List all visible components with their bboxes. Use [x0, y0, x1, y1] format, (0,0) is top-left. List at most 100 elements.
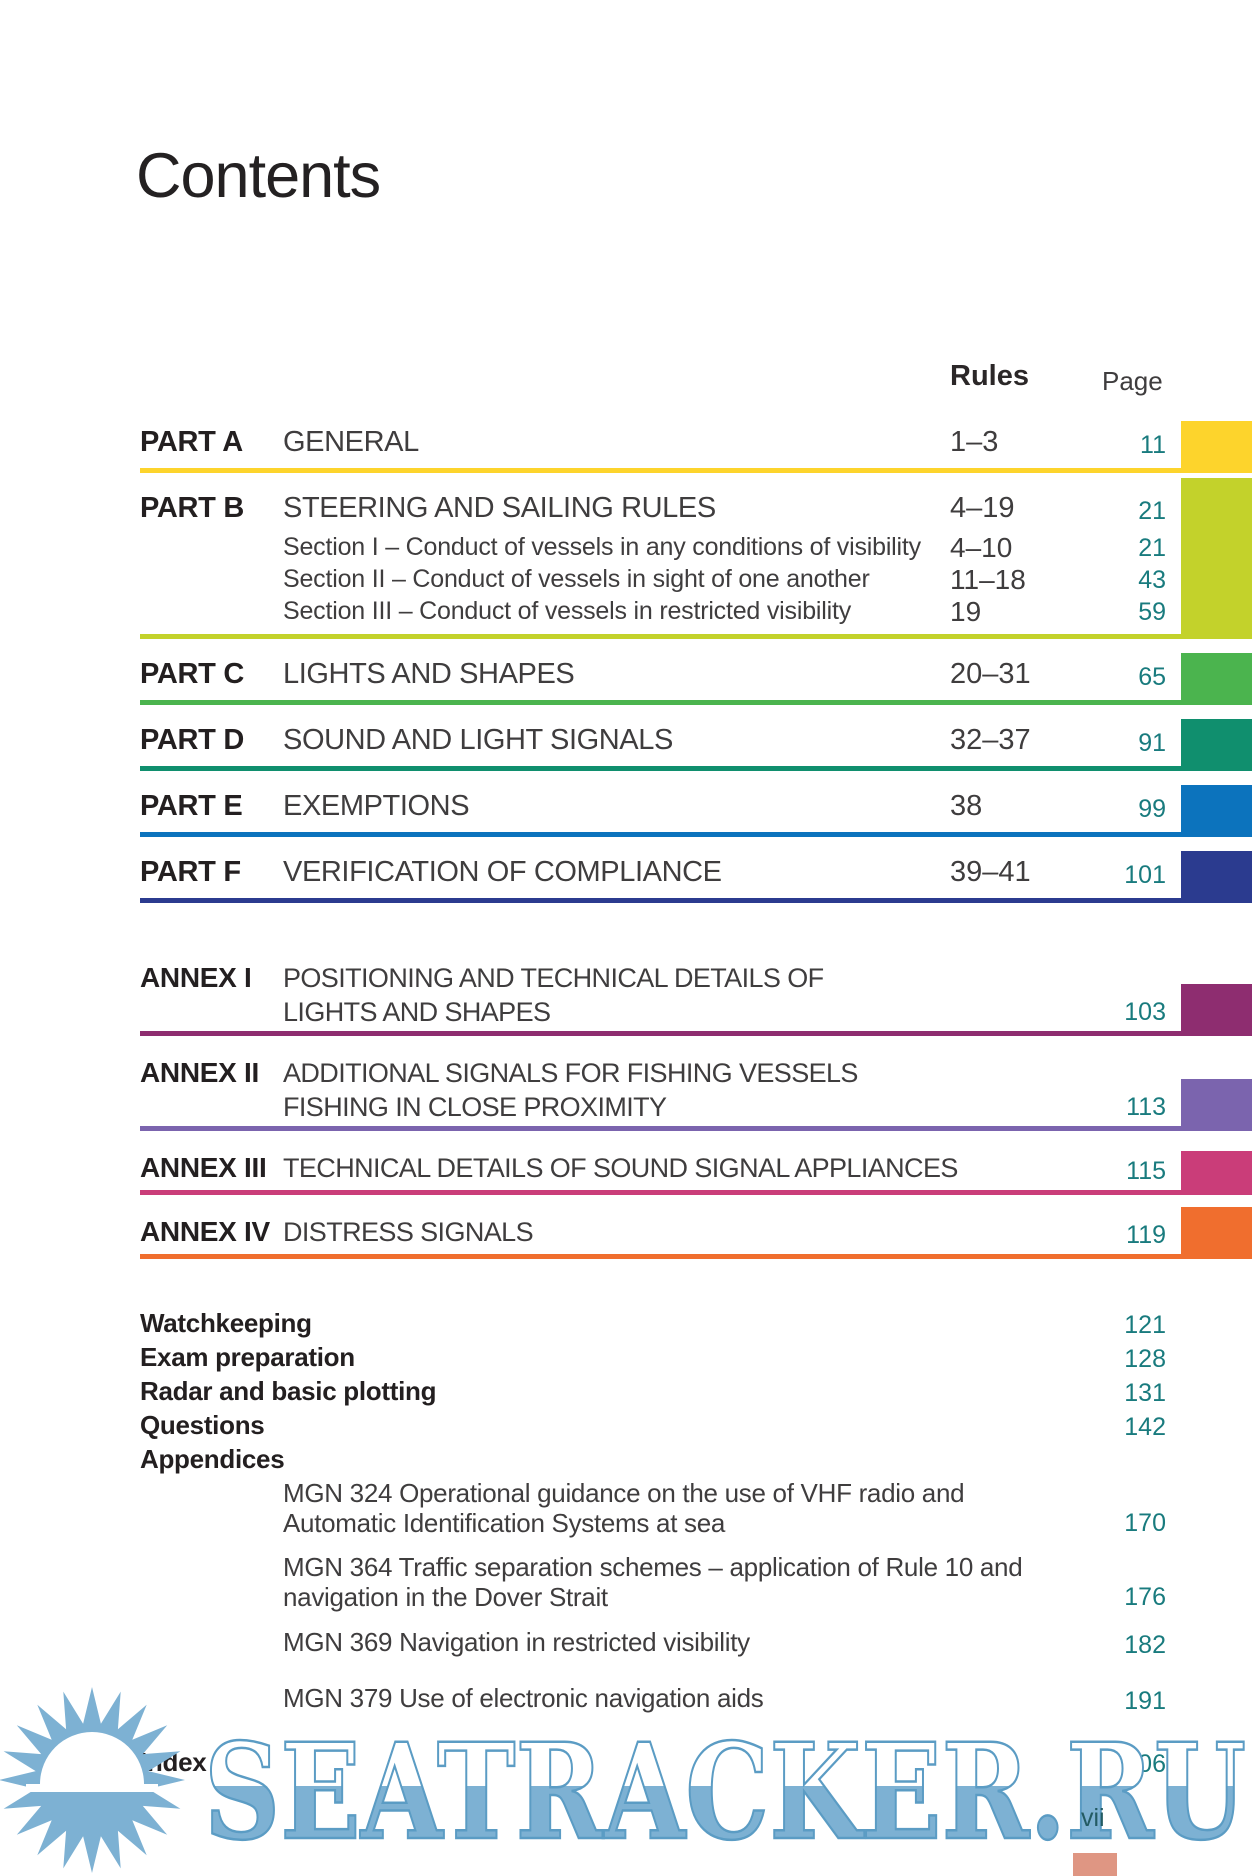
extras-title: Watchkeeping: [140, 1308, 312, 1338]
part-rules: 4–19: [950, 492, 1015, 524]
annex-title-line2: LIGHTS AND SHAPES: [283, 997, 551, 1027]
appendix-page-number: 170: [1124, 1509, 1166, 1537]
index-label: Index: [140, 1747, 207, 1777]
color-tab-part-b: [1181, 478, 1252, 639]
annex-title: DISTRESS SIGNALS: [283, 1217, 534, 1247]
toc-row-annex-2: ANNEX II ADDITIONAL SIGNALS FOR FISHING …: [140, 1050, 1252, 1131]
appendix-title: MGN 364 Traffic separation schemes – app…: [283, 1552, 1070, 1612]
annex-title: POSITIONING AND TECHNICAL DETAILS OF LIG…: [283, 961, 1070, 1029]
part-title: EXEMPTIONS: [283, 790, 470, 822]
section-title: Section I – Conduct of vessels in any co…: [283, 533, 921, 561]
extras-page-number: 131: [1124, 1379, 1166, 1407]
part-b-sections: Section I – Conduct of vessels in any co…: [283, 532, 1252, 628]
extras-title: Appendices: [140, 1444, 285, 1474]
toc-subrow-section-3: Section III – Conduct of vessels in rest…: [283, 596, 1252, 628]
toc-subrow-section-1: Section I – Conduct of vessels in any co…: [283, 532, 1252, 564]
index-page-number: 206: [1124, 1750, 1166, 1778]
part-title: LIGHTS AND SHAPES: [283, 658, 575, 690]
toc-row-part-c: PART C LIGHTS AND SHAPES 20–31 65: [140, 648, 1252, 705]
section-page-number: 43: [1138, 566, 1166, 594]
appendix-page-number: 176: [1124, 1583, 1166, 1611]
section-rules: 4–10: [950, 532, 1013, 563]
appendix-item-mgn-369: MGN 369 Navigation in restricted visibil…: [283, 1627, 1252, 1660]
color-tab-part-e: [1181, 785, 1252, 837]
section-title: Section III – Conduct of vessels in rest…: [283, 597, 852, 625]
toc-row-part-a: PART A GENERAL 1–3 11: [140, 416, 1252, 473]
extras-page-number: 128: [1124, 1345, 1166, 1373]
color-tab-part-f: [1181, 851, 1252, 903]
part-rules: 1–3: [950, 426, 999, 458]
annex-label: ANNEX II: [140, 1057, 259, 1088]
part-rules: 38: [950, 790, 983, 822]
toc-row-part-e: PART E EXEMPTIONS 38 99: [140, 780, 1252, 837]
part-label: PART F: [140, 856, 241, 888]
extras-row-watchkeeping: Watchkeeping 121: [140, 1307, 1252, 1341]
extras-row-radar-plotting: Radar and basic plotting 131: [140, 1375, 1252, 1409]
part-title: GENERAL: [283, 426, 419, 458]
annex-page-number: 103: [1124, 998, 1166, 1026]
section-page-number: 21: [1138, 534, 1166, 562]
part-page-number: 101: [1124, 861, 1166, 889]
toc-row-part-b: PART B STEERING AND SAILING RULES 4–19 2…: [140, 478, 1252, 639]
appendix-list: MGN 324 Operational guidance on the use …: [283, 1478, 1252, 1716]
color-tab-annex-2: [1181, 1079, 1252, 1131]
annex-title: TECHNICAL DETAILS OF SOUND SIGNAL APPLIA…: [283, 1153, 958, 1183]
color-tab-part-c: [1181, 653, 1252, 705]
appendix-title: MGN 369 Navigation in restricted visibil…: [283, 1627, 750, 1657]
rules-column-header: Rules: [950, 360, 1029, 392]
part-label: PART A: [140, 426, 243, 458]
part-label: PART E: [140, 790, 243, 822]
appendix-title-line1: MGN 324 Operational guidance on the use …: [283, 1478, 965, 1508]
annex-title-line1: ADDITIONAL SIGNALS FOR FISHING VESSELS: [283, 1058, 858, 1088]
part-rules: 20–31: [950, 658, 1031, 690]
part-label: PART C: [140, 658, 244, 690]
sun-horizon-band: [26, 1784, 158, 1792]
page-title: Contents: [136, 141, 381, 211]
appendix-page-number: 191: [1124, 1687, 1166, 1715]
toc-row-part-f: PART F VERIFICATION OF COMPLIANCE 39–41 …: [140, 846, 1252, 903]
part-page-number: 65: [1138, 663, 1166, 691]
part-label: PART B: [140, 492, 244, 524]
toc-row-annex-1: ANNEX I POSITIONING AND TECHNICAL DETAIL…: [140, 955, 1252, 1036]
color-tab-part-d: [1181, 719, 1252, 771]
toc-subrow-section-2: Section II – Conduct of vessels in sight…: [283, 564, 1252, 596]
part-page-number: 21: [1138, 497, 1166, 525]
annex-title: ADDITIONAL SIGNALS FOR FISHING VESSELS F…: [283, 1056, 1070, 1124]
extras-page-number: 142: [1124, 1413, 1166, 1441]
color-tab-part-a: [1181, 421, 1252, 473]
part-rules: 39–41: [950, 856, 1031, 888]
color-tab-annex-4: [1181, 1207, 1252, 1259]
appendix-item-mgn-364: MGN 364 Traffic separation schemes – app…: [283, 1552, 1252, 1612]
appendix-title: MGN 324 Operational guidance on the use …: [283, 1478, 1070, 1538]
color-tab-annex-1: [1181, 984, 1252, 1036]
corner-color-tab: [1073, 1853, 1117, 1876]
extras-row-appendices: Appendices: [140, 1443, 1252, 1475]
extras-title: Exam preparation: [140, 1342, 355, 1372]
section-title: Section II – Conduct of vessels in sight…: [283, 565, 870, 593]
annex-label: ANNEX I: [140, 962, 252, 993]
toc-row-part-d: PART D SOUND AND LIGHT SIGNALS 32–37 91: [140, 714, 1252, 771]
extras-page-number: 121: [1124, 1311, 1166, 1339]
appendix-title-line2: Automatic Identification Systems at sea: [283, 1508, 726, 1538]
annex-title-line1: POSITIONING AND TECHNICAL DETAILS OF: [283, 963, 824, 993]
table-of-contents: PART A GENERAL 1–3 11 PART B STEERING AN…: [140, 416, 1252, 1780]
appendix-item-mgn-379: MGN 379 Use of electronic navigation aid…: [283, 1683, 1252, 1716]
part-page-number: 11: [1140, 431, 1166, 459]
section-page-number: 59: [1138, 598, 1166, 626]
appendix-title-line1: MGN 364 Traffic separation schemes – app…: [283, 1552, 1023, 1582]
extras-title: Questions: [140, 1410, 265, 1440]
section-rules: 11–18: [950, 564, 1026, 595]
annex-label: ANNEX III: [140, 1152, 267, 1183]
toc-row-annex-3: ANNEX III TECHNICAL DETAILS OF SOUND SIG…: [140, 1145, 1252, 1195]
appendix-title: MGN 379 Use of electronic navigation aid…: [283, 1683, 764, 1713]
part-title: SOUND AND LIGHT SIGNALS: [283, 724, 673, 756]
toc-row-annex-4: ANNEX IV DISTRESS SIGNALS 119: [140, 1207, 1252, 1259]
color-tab-annex-3: [1181, 1151, 1252, 1195]
extras-row-exam-preparation: Exam preparation 128: [140, 1341, 1252, 1375]
appendix-title-line2: navigation in the Dover Strait: [283, 1582, 608, 1612]
page-column-header: Page: [1102, 366, 1163, 396]
annex-page-number: 119: [1126, 1221, 1166, 1249]
appendix-item-mgn-324: MGN 324 Operational guidance on the use …: [283, 1478, 1252, 1538]
extras-list: Watchkeeping 121 Exam preparation 128 Ra…: [140, 1307, 1252, 1475]
